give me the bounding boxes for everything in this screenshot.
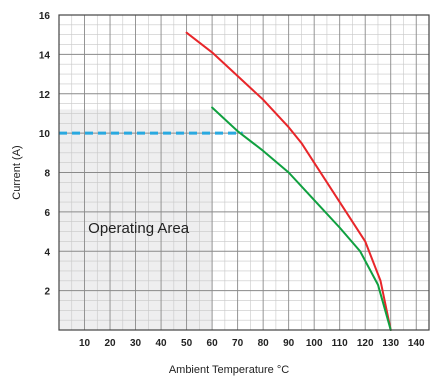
y-tick-label: 4 bbox=[44, 247, 50, 258]
operating-area-label: Operating Area bbox=[88, 220, 190, 237]
y-tick-label: 14 bbox=[39, 50, 51, 61]
series-line-1 bbox=[185, 31, 392, 331]
x-tick-label: 40 bbox=[156, 338, 168, 349]
series-layer bbox=[59, 31, 392, 331]
x-tick-label: 80 bbox=[258, 338, 270, 349]
x-tick-label: 70 bbox=[232, 338, 244, 349]
x-tick-label: 90 bbox=[283, 338, 295, 349]
y-tick-labels: 2 4 6 8 10 12 14 16 bbox=[39, 11, 51, 298]
x-tick-label: 140 bbox=[408, 338, 425, 349]
y-axis-label: Current (A) bbox=[11, 145, 23, 199]
y-tick-label: 6 bbox=[44, 208, 50, 219]
x-tick-label: 50 bbox=[181, 338, 193, 349]
y-tick-label: 10 bbox=[39, 129, 51, 140]
x-tick-label: 10 bbox=[79, 338, 91, 349]
y-tick-label: 8 bbox=[44, 169, 50, 180]
y-tick-label: 2 bbox=[44, 287, 50, 298]
x-tick-label: 110 bbox=[332, 338, 349, 349]
x-tick-label: 20 bbox=[104, 338, 116, 349]
x-tick-label: 30 bbox=[130, 338, 142, 349]
y-tick-label: 16 bbox=[39, 11, 51, 22]
y-tick-label: 12 bbox=[39, 90, 51, 101]
x-tick-label: 100 bbox=[306, 338, 323, 349]
x-tick-label: 130 bbox=[382, 338, 399, 349]
x-tick-labels: 10 20 30 40 50 60 70 80 90 100 110 120 130 140 bbox=[79, 338, 425, 349]
plot-frame bbox=[58, 14, 430, 331]
x-tick-label: 120 bbox=[357, 338, 374, 349]
x-axis-label: Ambient Temperature °C bbox=[169, 364, 289, 376]
x-tick-label: 60 bbox=[207, 338, 219, 349]
series-line-2 bbox=[211, 106, 392, 331]
